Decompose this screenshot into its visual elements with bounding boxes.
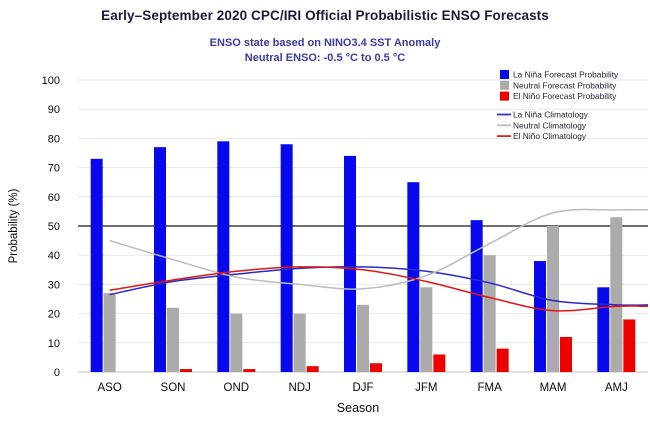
climatology-line-la-ni-a-climatology <box>109 265 649 306</box>
bar-neutral-forecast-probability-FMA <box>483 255 496 372</box>
y-axis-label: Probability (%) <box>8 188 20 263</box>
bar-el-ni-o-forecast-probability-NDJ <box>306 366 319 372</box>
bar-el-ni-o-forecast-probability-SON <box>180 369 192 372</box>
x-tick-label-MAM: MAM <box>540 382 567 394</box>
climatology-line-el-ni-o-climatology <box>109 266 649 312</box>
y-tick-label-40: 40 <box>48 250 60 262</box>
bar-la-ni-a-forecast-probability-DJF <box>344 155 356 372</box>
x-tick-label-SON: SON <box>161 382 186 394</box>
bar-la-ni-a-forecast-probability-AMJ <box>597 287 610 372</box>
bar-neutral-forecast-probability-MAM <box>547 226 559 372</box>
bar-neutral-forecast-probability-NDJ <box>293 313 306 372</box>
bar-el-ni-o-forecast-probability-FMA <box>496 348 509 372</box>
bar-la-ni-a-forecast-probability-NDJ <box>280 144 293 372</box>
legend-swatch-neutral-forecast-probability <box>500 80 509 90</box>
bar-la-ni-a-forecast-probability-FMA <box>470 220 483 372</box>
bar-la-ni-a-forecast-probability-ASO <box>90 158 103 372</box>
legend-label-neutral-forecast-probability: Neutral Forecast Probability <box>513 80 617 90</box>
chart-subtitle-line1: ENSO state based on NINO3.4 SST Anomaly <box>209 37 441 49</box>
legend-swatch-la-ni-a-forecast-probability <box>500 70 509 79</box>
chart-subtitle-line2: Neutral ENSO: -0.5 °C to 0.5 °C <box>244 52 406 64</box>
legend-label-neutral-climatology: Neutral Climatology <box>513 120 587 130</box>
legend-label-la-ni-a-climatology: La Niña Climatology <box>513 110 589 120</box>
x-axis-label: Season <box>337 401 379 415</box>
bar-la-ni-a-forecast-probability-OND <box>217 141 230 372</box>
chart-title: Early–September 2020 CPC/IRI Official Pr… <box>101 8 549 23</box>
y-tick-label-80: 80 <box>48 133 60 145</box>
x-tick-label-DJF: DJF <box>352 382 373 394</box>
x-tick-label-ASO: ASO <box>98 382 122 394</box>
y-tick-label-70: 70 <box>48 163 60 175</box>
y-tick-label-10: 10 <box>48 338 60 350</box>
y-tick-label-0: 0 <box>54 367 60 379</box>
climatology-line-neutral-climatology <box>109 208 649 290</box>
legend-label-el-ni-o-climatology: El Niño Climatology <box>513 131 587 141</box>
bar-el-ni-o-forecast-probability-OND <box>243 369 256 372</box>
bar-neutral-forecast-probability-SON <box>167 307 179 372</box>
bar-neutral-forecast-probability-ASO <box>103 293 116 372</box>
y-tick-label-90: 90 <box>48 104 60 116</box>
bar-el-ni-o-forecast-probability-JFM <box>433 354 446 372</box>
x-tick-label-AMJ: AMJ <box>605 382 628 394</box>
bar-neutral-forecast-probability-OND <box>230 313 243 372</box>
y-tick-label-50: 50 <box>48 221 60 233</box>
y-tick-label-60: 60 <box>48 192 60 204</box>
bar-neutral-forecast-probability-DJF <box>357 304 369 372</box>
bar-la-ni-a-forecast-probability-SON <box>154 147 166 372</box>
y-tick-label-100: 100 <box>42 75 60 87</box>
y-tick-label-30: 30 <box>48 279 60 291</box>
x-tick-label-JFM: JFM <box>415 382 437 394</box>
bar-neutral-forecast-probability-AMJ <box>610 217 623 372</box>
legend-swatch-el-ni-o-forecast-probability <box>500 91 509 101</box>
x-tick-label-NDJ: NDJ <box>288 382 310 394</box>
bar-el-ni-o-forecast-probability-DJF <box>370 363 382 372</box>
bar-la-ni-a-forecast-probability-JFM <box>407 182 420 372</box>
bar-el-ni-o-forecast-probability-MAM <box>560 336 572 372</box>
legend-label-la-ni-a-forecast-probability: La Niña Forecast Probability <box>513 70 619 80</box>
x-tick-label-OND: OND <box>224 382 250 394</box>
bar-neutral-forecast-probability-JFM <box>420 287 433 372</box>
bar-la-ni-a-forecast-probability-MAM <box>534 261 546 372</box>
y-tick-label-20: 20 <box>48 309 60 321</box>
x-tick-label-FMA: FMA <box>478 382 503 394</box>
legend-label-el-ni-o-forecast-probability: El Niño Forecast Probability <box>513 91 617 101</box>
bar-el-ni-o-forecast-probability-AMJ <box>623 319 636 372</box>
